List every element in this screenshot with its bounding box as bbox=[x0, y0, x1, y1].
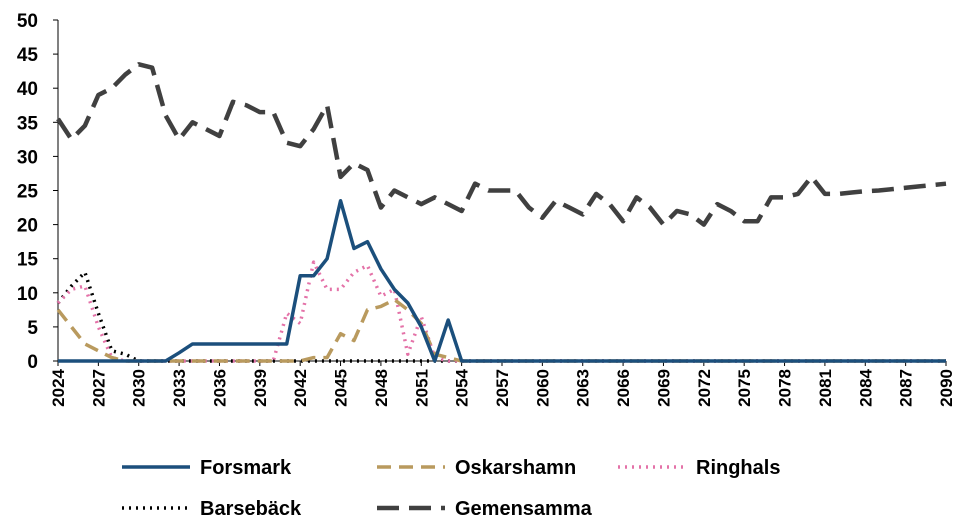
series-line bbox=[56, 260, 946, 363]
y-tick-label: 30 bbox=[17, 147, 38, 168]
x-tick-label: 2066 bbox=[614, 369, 633, 407]
legend-label: Barsebäck bbox=[200, 498, 302, 520]
x-tick-label: 2048 bbox=[372, 369, 391, 407]
x-tick-label: 2057 bbox=[493, 369, 512, 407]
x-tick-label: 2081 bbox=[816, 369, 835, 407]
series-line bbox=[56, 62, 947, 227]
x-tick-label: 2042 bbox=[291, 369, 310, 407]
y-tick-label: 45 bbox=[17, 45, 39, 66]
series-line bbox=[58, 198, 946, 363]
x-tick-label: 2084 bbox=[856, 368, 875, 406]
x-tick-label: 2060 bbox=[533, 369, 552, 407]
legend-label: Oskarshamn bbox=[455, 457, 576, 479]
y-tick-label: 40 bbox=[17, 79, 38, 100]
y-tick-label: 25 bbox=[17, 182, 39, 203]
series-line bbox=[56, 270, 946, 363]
y-tick-label: 20 bbox=[17, 216, 38, 237]
y-tick-label: 35 bbox=[17, 113, 39, 134]
y-tick-label: 0 bbox=[27, 352, 38, 373]
x-tick-label: 2033 bbox=[170, 369, 189, 407]
y-tick-label: 15 bbox=[17, 250, 39, 271]
legend-label: Gemensamma bbox=[455, 498, 593, 520]
series-line bbox=[56, 297, 946, 363]
x-tick-label: 2039 bbox=[251, 369, 270, 407]
x-tick-label: 2072 bbox=[695, 369, 714, 407]
x-tick-label: 2075 bbox=[735, 369, 754, 407]
y-tick-label: 10 bbox=[17, 284, 38, 305]
x-tick-label: 2045 bbox=[332, 369, 351, 407]
x-tick-label: 2030 bbox=[130, 369, 149, 407]
x-tick-label: 2027 bbox=[89, 369, 108, 407]
y-tick-label: 50 bbox=[17, 11, 38, 32]
x-tick-label: 2090 bbox=[937, 369, 956, 407]
x-tick-label: 2051 bbox=[412, 369, 431, 407]
x-tick-label: 2024 bbox=[49, 368, 68, 406]
legend-label: Forsmark bbox=[200, 457, 292, 479]
legend-label: Ringhals bbox=[696, 457, 780, 479]
y-tick-label: 5 bbox=[27, 318, 38, 339]
x-tick-label: 2063 bbox=[574, 369, 593, 407]
x-tick-label: 2087 bbox=[897, 369, 916, 407]
x-tick-label: 2054 bbox=[453, 368, 472, 406]
x-tick-label: 2078 bbox=[776, 369, 795, 407]
x-tick-label: 2036 bbox=[210, 369, 229, 407]
x-tick-label: 2069 bbox=[654, 369, 673, 407]
